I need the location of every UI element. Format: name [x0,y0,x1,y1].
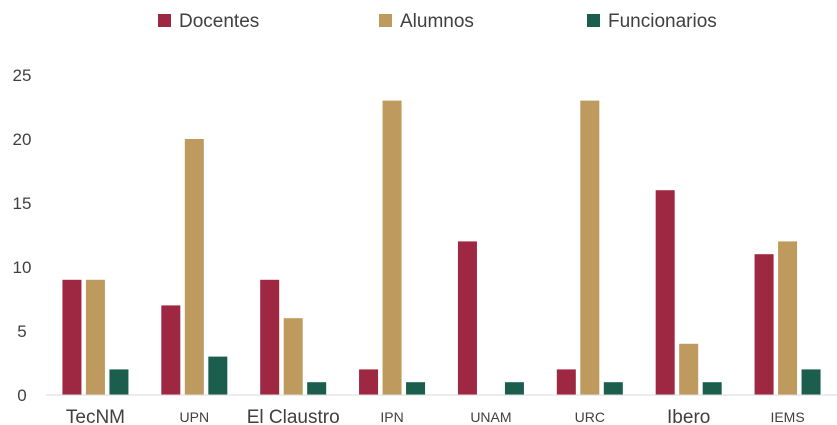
y-tick-label: 25 [13,66,32,85]
legend-label-funcionarios: Funcionarios [608,11,717,32]
bar-alumnos-ipn [382,100,402,395]
x-category-label: UNAM [470,409,511,425]
x-category-label: TecNM [66,407,125,425]
legend-label-docentes: Docentes [179,11,259,32]
bar-alumnos-tecnm [85,279,105,395]
legend-swatch-funcionarios [587,14,600,27]
x-category-label: UPN [180,409,210,425]
bar-docentes-el-claustro [260,279,280,395]
bar-docentes-ibero [655,190,675,395]
x-category-label: Ibero [667,407,710,425]
bar-funcionarios-upn [208,356,228,395]
bar-funcionarios-unam [504,382,524,395]
bar-funcionarios-el-claustro [307,382,327,395]
y-tick-label: 20 [13,130,32,149]
bar-docentes-unam [457,241,477,395]
bar-funcionarios-tecnm [109,369,129,395]
y-tick-label: 5 [17,322,26,341]
bar-docentes-urc [556,369,576,395]
x-axis-category-labels: TecNM UPN El Claustro IPN UNAM URC Ibero IEMS [66,407,805,425]
bars [62,100,821,395]
legend-swatch-alumnos [379,14,392,27]
y-tick-label: 15 [13,194,32,213]
y-tick-label: 0 [17,386,26,405]
x-category-label: IEMS [770,409,804,425]
y-tick-label: 10 [13,258,32,277]
x-category-label: El Claustro [247,407,340,425]
bar-alumnos-ibero [679,343,699,395]
bar-docentes-iems [754,254,774,395]
x-category-label: IPN [380,409,403,425]
legend-swatch-docentes [158,14,171,27]
bar-funcionarios-iems [801,369,821,395]
bar-alumnos-urc [580,100,600,395]
y-axis-ticks: 0 5 10 15 20 25 [13,66,32,405]
bar-alumnos-iems [778,241,798,395]
bar-funcionarios-urc [603,382,623,395]
bar-docentes-tecnm [62,279,82,395]
bar-alumnos-el-claustro [283,318,303,395]
legend: Docentes Alumnos Funcionarios [158,11,717,32]
x-category-label: URC [575,409,605,425]
legend-label-alumnos: Alumnos [400,11,474,32]
bar-funcionarios-ibero [702,382,722,395]
bar-alumnos-upn [184,139,204,395]
bar-docentes-ipn [359,369,379,395]
bar-funcionarios-ipn [406,382,426,395]
bar-docentes-upn [161,305,181,395]
